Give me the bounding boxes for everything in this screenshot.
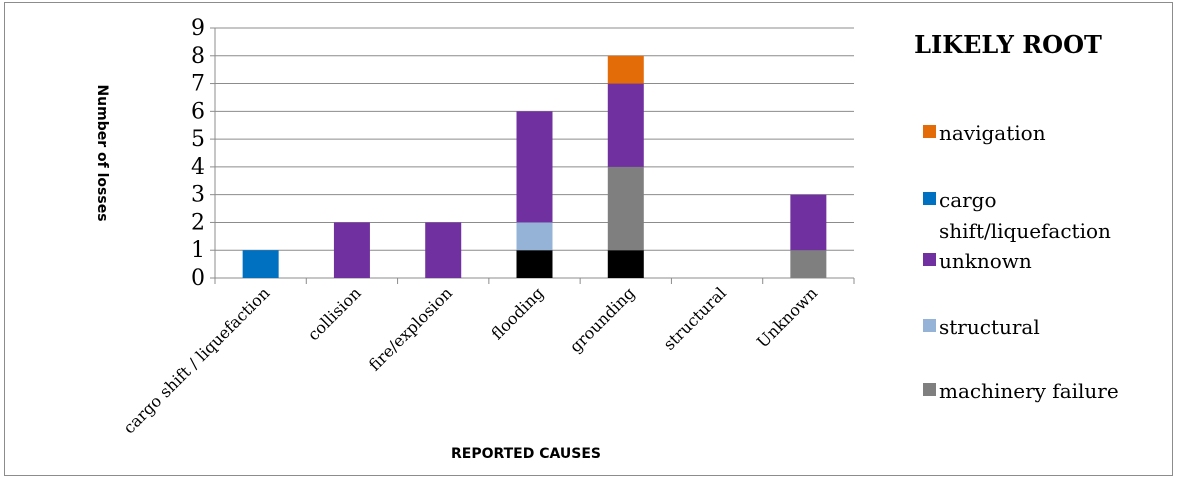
- x-tick-label: flooding: [487, 283, 547, 343]
- legend-label-cargo_shift: shift/liquefaction: [939, 219, 1111, 243]
- bar-segment-black: [516, 250, 553, 278]
- legend-label-machinery_failure: machinery failure: [939, 379, 1119, 403]
- legend-swatch-navigation: [923, 125, 936, 138]
- chart-frame: [4, 2, 1173, 476]
- x-tick-label: Unknown: [753, 283, 821, 351]
- x-tick-label: cargo shift / liquefaction: [119, 283, 273, 437]
- y-tick-label: 7: [191, 72, 205, 97]
- x-tick-label: collision: [304, 283, 365, 344]
- legend-label-navigation: navigation: [939, 121, 1046, 145]
- legend-swatch-cargo_shift: [923, 192, 936, 205]
- bar-segment-unknown: [516, 111, 553, 223]
- legend-swatch-machinery_failure: [923, 383, 936, 396]
- bar-segment-cargo_shift: [242, 250, 279, 278]
- bar-segment-navigation: [607, 55, 644, 84]
- x-tick-label: fire/explosion: [365, 283, 456, 374]
- x-tick-label: grounding: [566, 283, 639, 356]
- bar-segment-machinery_failure: [790, 250, 827, 278]
- x-tick-label: structural: [659, 283, 729, 353]
- y-tick-label: 3: [191, 183, 205, 208]
- y-tick-label: 8: [191, 44, 205, 69]
- bar-segment-structural: [516, 222, 553, 251]
- y-axis-title: Number of losses: [94, 84, 110, 221]
- legend-label-cargo_shift: cargo: [939, 188, 997, 212]
- x-axis-title: REPORTED CAUSES: [451, 446, 601, 462]
- bar-segment-unknown: [607, 83, 644, 167]
- bar-segment-unknown: [790, 194, 827, 251]
- y-tick-label: 1: [191, 238, 205, 263]
- bar-segment-machinery_failure: [607, 166, 644, 251]
- legend-label-unknown: unknown: [939, 249, 1032, 273]
- legend-swatch-unknown: [923, 253, 936, 266]
- y-tick-label: 0: [191, 266, 205, 291]
- y-tick-label: 4: [191, 155, 205, 180]
- y-tick-label: 5: [191, 127, 205, 152]
- bar-segment-black: [607, 250, 644, 278]
- bar-segment-unknown: [333, 222, 370, 278]
- y-tick-label: 9: [191, 16, 205, 41]
- bar-segment-unknown: [425, 222, 462, 278]
- y-tick-label: 2: [191, 210, 205, 235]
- legend-title: LIKELY ROOT: [914, 30, 1102, 59]
- legend-label-structural: structural: [939, 315, 1040, 339]
- y-tick-label: 6: [191, 99, 205, 124]
- legend-swatch-structural: [923, 319, 936, 332]
